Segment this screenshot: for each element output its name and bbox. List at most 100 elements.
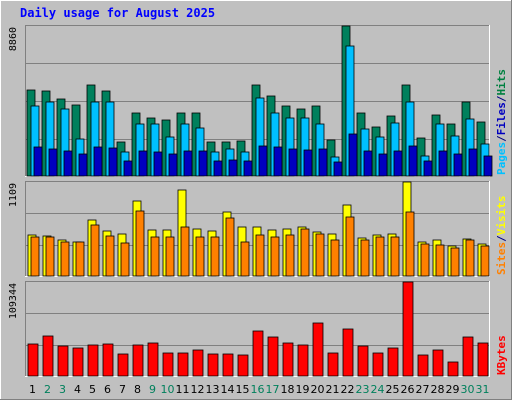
day-label-28: 28	[431, 383, 445, 396]
day-label-9: 9	[149, 383, 156, 396]
legend-middle: Sites/Visits	[495, 196, 508, 276]
legend-entry: /	[495, 95, 508, 102]
bar-pages-day-2	[48, 148, 58, 177]
day-label-29: 29	[446, 383, 460, 396]
bar-pages-day-23	[363, 150, 373, 177]
bar-sites-day-27	[420, 243, 430, 277]
bar-kbytes-day-9	[147, 342, 159, 377]
day-label-18: 18	[281, 383, 295, 396]
bar-kbytes-day-27	[417, 354, 429, 377]
bar-sites-day-6	[105, 235, 115, 277]
bar-kbytes-day-13	[207, 353, 219, 377]
day-label-12: 12	[191, 383, 205, 396]
bar-sites-day-16	[255, 234, 265, 277]
legend-entry: Visits	[495, 196, 508, 236]
bar-sites-day-7	[120, 242, 130, 277]
bar-sites-day-28	[435, 244, 445, 277]
bar-sites-day-21	[330, 239, 340, 277]
day-label-21: 21	[326, 383, 340, 396]
legend-entry: Pages	[495, 142, 508, 175]
bar-pages-day-8	[138, 150, 148, 177]
bar-sites-day-8	[135, 210, 145, 277]
bar-sites-day-2	[45, 236, 55, 277]
day-label-4: 4	[74, 383, 81, 396]
bar-kbytes-day-5	[87, 344, 99, 377]
bar-pages-day-22	[348, 133, 358, 177]
bar-kbytes-day-31	[477, 342, 489, 377]
bar-kbytes-day-28	[432, 349, 444, 377]
day-label-14: 14	[221, 383, 235, 396]
day-label-30: 30	[461, 383, 475, 396]
y-max-label-middle: 1109	[8, 183, 19, 207]
day-label-10: 10	[161, 383, 175, 396]
bar-sites-day-15	[240, 241, 250, 277]
panel-kbytes: 109344 KBytes	[8, 281, 508, 377]
legend-bottom: KBytes	[495, 335, 508, 375]
bar-kbytes-day-26	[402, 281, 414, 377]
bar-kbytes-day-12	[192, 349, 204, 377]
bar-kbytes-day-19	[297, 344, 309, 377]
bar-sites-day-30	[465, 239, 475, 277]
bar-kbytes-day-15	[237, 354, 249, 377]
bar-sites-day-13	[210, 236, 220, 277]
day-label-2: 2	[44, 383, 51, 396]
panel-sites-visits: 1109 Sites/Visits	[8, 181, 508, 277]
bar-sites-day-20	[315, 233, 325, 277]
bar-kbytes-day-29	[447, 361, 459, 377]
bar-pages-day-1	[33, 146, 43, 177]
bar-pages-day-28	[438, 150, 448, 177]
day-label-3: 3	[59, 383, 66, 396]
day-label-19: 19	[296, 383, 310, 396]
bar-kbytes-day-24	[372, 352, 384, 377]
day-label-13: 13	[206, 383, 220, 396]
bar-pages-day-29	[453, 153, 463, 177]
bar-sites-day-3	[60, 241, 70, 277]
bar-pages-day-4	[78, 153, 88, 177]
chart-title: Daily usage for August 2025	[20, 6, 215, 20]
bar-sites-day-18	[285, 234, 295, 277]
bar-pages-day-27	[423, 160, 433, 177]
day-label-26: 26	[401, 383, 415, 396]
bar-kbytes-day-18	[282, 342, 294, 377]
day-label-16: 16	[251, 383, 265, 396]
bar-kbytes-day-6	[102, 343, 114, 377]
day-label-25: 25	[386, 383, 400, 396]
bar-sites-day-1	[30, 236, 40, 277]
bar-pages-day-19	[303, 149, 313, 177]
bar-pages-day-7	[123, 160, 133, 177]
bar-sites-day-10	[165, 236, 175, 277]
bar-pages-day-14	[228, 159, 238, 177]
y-max-label-bottom: 109344	[8, 283, 19, 319]
bar-sites-day-17	[270, 236, 280, 277]
y-max-label-top: 8860	[8, 27, 19, 51]
bar-pages-day-26	[408, 145, 418, 177]
day-label-1: 1	[29, 383, 36, 396]
bar-pages-day-18	[288, 148, 298, 177]
bar-sites-day-24	[375, 236, 385, 277]
bar-pages-day-24	[378, 153, 388, 177]
day-label-31: 31	[476, 383, 490, 396]
bar-pages-day-3	[63, 150, 73, 177]
legend-entry: /	[495, 135, 508, 142]
legend-entry: KBytes	[495, 335, 508, 375]
day-label-7: 7	[119, 383, 126, 396]
bar-sites-day-4	[75, 241, 85, 277]
bar-pages-day-11	[183, 150, 193, 177]
bar-pages-day-15	[243, 160, 253, 177]
bar-kbytes-day-7	[117, 353, 129, 377]
bar-sites-day-23	[360, 239, 370, 277]
bar-sites-day-12	[195, 236, 205, 277]
day-labels: 1 2 3 4 5 6 7 8 9 10 11 12 13 14 15 16 17 18 19 20 21 22 23 24 2…	[29, 383, 490, 396]
bar-sites-day-25	[390, 236, 400, 277]
bar-pages-day-16	[258, 145, 268, 177]
bar-sites-day-19	[300, 228, 310, 277]
bar-kbytes-day-25	[387, 347, 399, 377]
bar-sites-day-14	[225, 217, 235, 277]
bar-pages-day-31	[483, 155, 493, 177]
day-label-27: 27	[416, 383, 430, 396]
bar-kbytes-day-22	[342, 328, 354, 377]
day-label-22: 22	[341, 383, 355, 396]
bar-kbytes-day-8	[132, 344, 144, 377]
